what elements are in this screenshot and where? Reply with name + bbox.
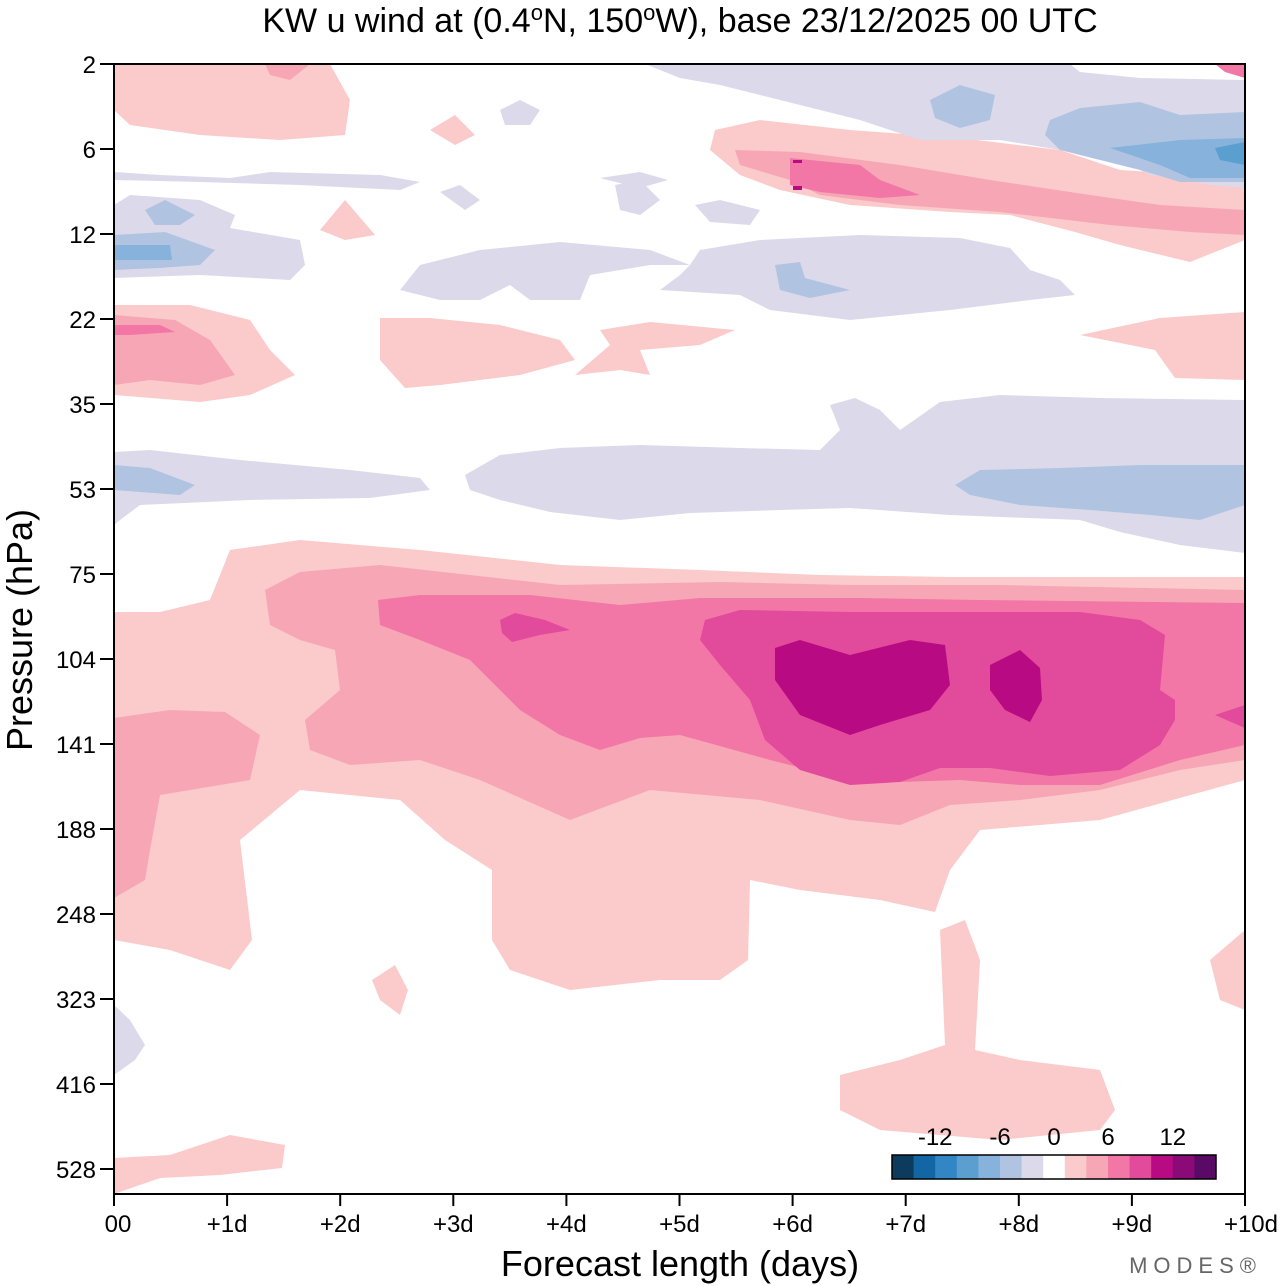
y-tick-label: 323 [56,987,96,1014]
x-tick-label: +1d [207,1211,248,1238]
colorbar-swatch [1172,1155,1195,1179]
colorbar-swatch [913,1155,936,1179]
contour-easterly-light-right-small-b [615,180,660,215]
contour-easterly-medium-53hpa-left [114,465,195,495]
contour-westerly-light-22hpa-mid [380,318,575,388]
colorbar-swatch [935,1155,958,1179]
colorbar-swatch [1108,1155,1131,1179]
contour-westerly-core-d [793,186,802,190]
contour-easterly-light-band-right [465,395,1245,553]
contour-westerly-light-small-b [320,200,375,240]
x-tick-label: +4d [546,1211,587,1238]
colorbar: -12 -6 0 6 12 [891,1124,1217,1180]
y-tick-label: 12 [69,222,96,249]
contour-westerly-medium-top-left [265,64,310,80]
contour-easterly-strong-12hpa [114,245,172,260]
y-tick-label: 22 [69,307,96,334]
colorbar-label: -12 [918,1124,953,1151]
y-axis: 2 6 12 22 35 53 75 104 141 188 248 323 416 528 [56,52,114,1184]
contour-easterly-light-right-small-e [600,172,668,188]
contour-easterly-medium-top [930,85,995,128]
colorbar-swatch [1000,1155,1023,1179]
x-tick-label: 00 [105,1211,132,1238]
colorbar-swatch [1021,1155,1044,1179]
y-tick-label: 6 [83,137,96,164]
x-tick-label: +3d [433,1211,474,1238]
x-tick-label: +5d [659,1211,700,1238]
y-tick-label: 75 [69,562,96,589]
y-tick-label: 2 [83,52,96,79]
x-tick-label: +2d [320,1211,361,1238]
chart-title: KW u wind at (0.4oN, 150oW), base 23/12/… [262,0,1097,40]
contour-easterly-light-8hpa [114,172,420,190]
colorbar-swatch [1129,1155,1152,1179]
contour-easterly-light-mid-band [400,235,1075,320]
contour-westerly-light-right-22 [1080,312,1245,380]
contour-westerly-light-top-left [114,64,350,140]
y-tick-label: 528 [56,1157,96,1184]
contour-westerly-strong-top-right [1215,64,1245,78]
y-tick-label: 248 [56,902,96,929]
y-tick-label: 53 [69,477,96,504]
colorbar-swatch [1043,1155,1066,1179]
y-tick-label: 104 [56,647,96,674]
contour-westerly-core-c [793,160,802,163]
contour-fill-layer [114,64,1245,1194]
contour-easterly-light-right-small-d [440,185,480,210]
contour-easterly-light-right-small-c [695,200,760,225]
contour-westerly-strong-upper [790,158,920,198]
x-tick-label: +9d [1112,1211,1153,1238]
x-axis-label: Forecast length (days) [501,1243,859,1284]
contour-westerly-medium-left [114,710,260,898]
colorbar-label: -6 [989,1124,1010,1151]
contour-easterly-medium-mid [775,262,850,298]
y-tick-label: 416 [56,1072,96,1099]
contour-westerly-light-bottom [114,1135,285,1194]
contour-westerly-light-22hpa-b [575,322,735,375]
contour-easterly-medium-53hpa-right [955,465,1245,520]
y-axis-label: Pressure (hPa) [0,509,40,751]
x-axis: 00 +1d +2d +3d +4d +5d +6d +7d +8d +9d +10d [105,1194,1278,1238]
contour-westerly-light-small-a [372,965,408,1015]
colorbar-label: 6 [1101,1124,1114,1151]
contour-westerly-light-small-c [430,115,475,145]
y-tick-label: 141 [56,732,96,759]
contour-easterly-light-left-small [114,1005,145,1075]
colorbar-swatch [1086,1155,1109,1179]
colorbar-frame [891,1154,1217,1180]
contour-westerly-deeper-small [500,613,570,642]
modes-brand-logo: MODES® [1129,1253,1262,1278]
contour-westerly-core-b [990,650,1042,722]
y-tick-label: 188 [56,817,96,844]
colorbar-label: 0 [1047,1124,1060,1151]
colorbar-swatch [978,1155,1001,1179]
colorbar-label: 12 [1159,1124,1186,1151]
x-tick-label: +6d [772,1211,813,1238]
x-tick-label: +10d [1224,1211,1278,1238]
contour-westerly-strong-22hpa [114,325,175,335]
colorbar-swatch [956,1155,979,1179]
contour-easterly-light-upper-right [645,64,1245,188]
contour-westerly-light-lower [840,920,1115,1140]
colorbar-swatch [1151,1155,1174,1179]
contour-westerly-core-a [775,640,950,735]
colorbar-swatch [1194,1155,1217,1179]
y-tick-label: 35 [69,392,96,419]
colorbar-swatch [1064,1155,1087,1179]
colorbar-swatch [892,1155,915,1179]
contour-easterly-medium-9hpa [145,200,195,225]
x-tick-label: +7d [885,1211,926,1238]
x-tick-label: +8d [998,1211,1039,1238]
contour-easterly-light-right-small [500,100,540,125]
contour-westerly-deeper-right [1215,705,1245,728]
contour-easterly-strong-right [1110,138,1245,178]
contour-easterly-light-53hpa [114,450,430,525]
contour-easterly-stronger-right [1215,142,1245,165]
